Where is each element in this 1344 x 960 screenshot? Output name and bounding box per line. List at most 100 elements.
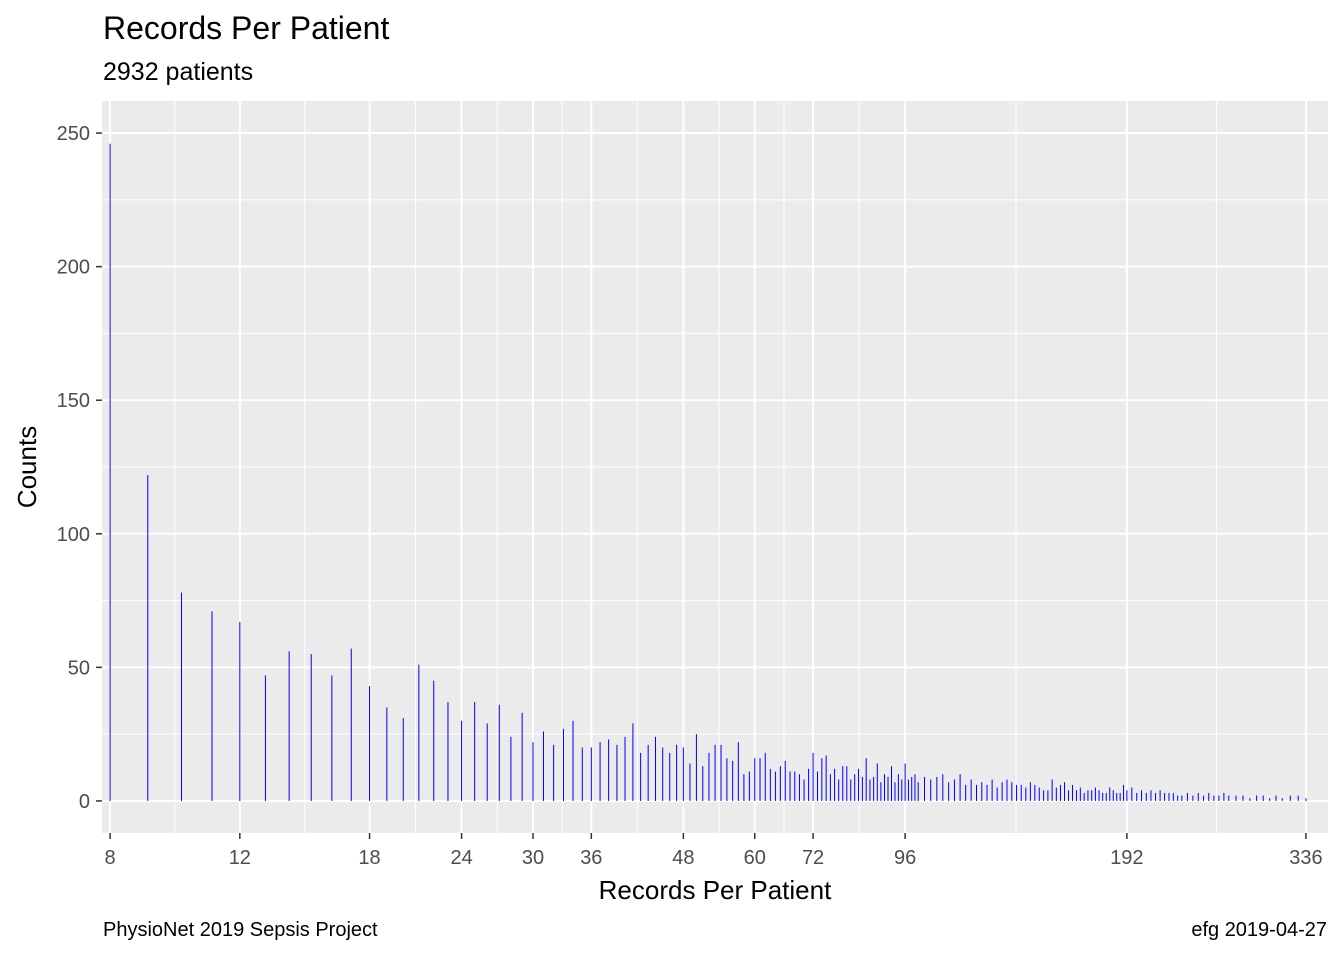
bar [907, 779, 909, 801]
bar [647, 744, 649, 801]
bar [1112, 790, 1114, 801]
bar [883, 774, 885, 801]
bar [572, 720, 574, 801]
bar [264, 675, 266, 801]
bar [402, 718, 404, 801]
bar [714, 744, 716, 801]
bar [1150, 790, 1152, 801]
bar [1197, 792, 1199, 801]
bar [726, 758, 728, 801]
bar [1168, 792, 1170, 801]
bar [147, 475, 149, 801]
bar [904, 763, 906, 801]
bar [759, 758, 761, 801]
bar [1109, 787, 1111, 801]
bar [386, 707, 388, 801]
bar [829, 774, 831, 801]
bar [1087, 790, 1089, 801]
y-axis-title: Counts [12, 426, 42, 508]
y-tick-label: 250 [57, 123, 90, 145]
bar [854, 774, 856, 801]
bar [433, 680, 435, 801]
bar [689, 763, 691, 801]
bar [288, 651, 290, 801]
bar [624, 736, 626, 801]
bar [976, 784, 978, 801]
bar [655, 736, 657, 801]
bar [1119, 792, 1121, 801]
bar [1083, 792, 1085, 801]
bar [1164, 792, 1166, 801]
y-tick-label: 150 [57, 390, 90, 412]
bar [901, 779, 903, 801]
bar [1098, 790, 1100, 801]
bar [1011, 782, 1013, 801]
bar [682, 747, 684, 801]
bar [869, 779, 871, 801]
bar [838, 779, 840, 801]
bar [774, 771, 776, 801]
chart-subtitle: 2932 patients [103, 58, 254, 86]
bar [942, 774, 944, 801]
bar [553, 744, 555, 801]
bar [1051, 779, 1053, 801]
bar [891, 766, 893, 801]
bar [1055, 787, 1057, 801]
bar [1249, 798, 1251, 801]
bar [369, 686, 371, 801]
bar [1016, 784, 1018, 801]
bar [1208, 792, 1210, 801]
bar [1047, 790, 1049, 801]
bar [640, 752, 642, 801]
bar [858, 768, 860, 801]
bar [1105, 792, 1107, 801]
bar [532, 742, 534, 801]
bar [991, 779, 993, 801]
bar [842, 766, 844, 801]
bar [894, 782, 896, 801]
bar [1091, 790, 1093, 801]
bar [1043, 790, 1045, 801]
bar [737, 742, 739, 801]
bar [986, 784, 988, 801]
bar [1218, 795, 1220, 801]
x-tick-label: 12 [229, 847, 251, 869]
bar [743, 774, 745, 801]
bar [1297, 795, 1299, 801]
bar [784, 760, 786, 801]
bar [1186, 792, 1188, 801]
x-tick-label: 48 [672, 847, 694, 869]
bar [331, 675, 333, 801]
y-tick-label: 0 [79, 791, 90, 813]
bar [1145, 792, 1147, 801]
bar [676, 744, 678, 801]
bar [1025, 787, 1027, 801]
bar [616, 744, 618, 801]
bar [1006, 779, 1008, 801]
bar [732, 760, 734, 801]
bar [1029, 782, 1031, 801]
bar [521, 712, 523, 801]
bar [310, 654, 312, 801]
bar [1242, 795, 1244, 801]
caption-right: efg 2019-04-27 [1191, 919, 1327, 941]
bar [798, 774, 800, 801]
bar [461, 720, 463, 801]
y-tick-label: 200 [57, 257, 90, 279]
bar [936, 776, 938, 801]
x-tick-label: 30 [522, 847, 544, 869]
bar [794, 771, 796, 801]
bar [880, 782, 882, 801]
bar [1079, 787, 1081, 801]
bar [779, 766, 781, 801]
bar [350, 648, 352, 801]
bar [447, 702, 449, 801]
bar [590, 747, 592, 801]
bar [1181, 795, 1183, 801]
bar [816, 771, 818, 801]
bar [1155, 792, 1157, 801]
bar [1275, 795, 1277, 801]
bar [1131, 787, 1133, 801]
chart-title: Records Per Patient [103, 10, 390, 46]
bar [1281, 798, 1283, 801]
